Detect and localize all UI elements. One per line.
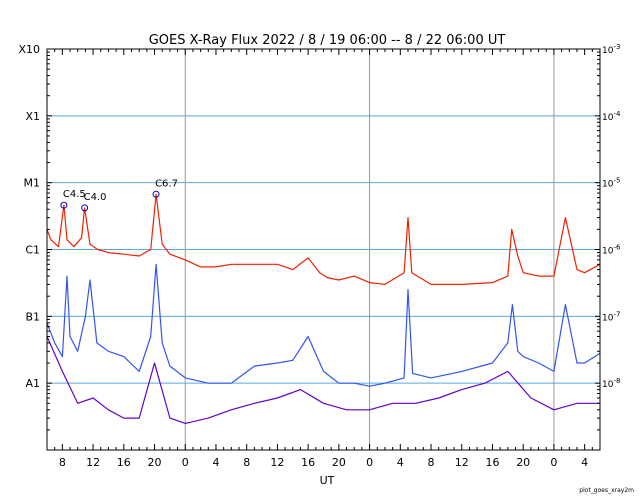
flare-annotation: C4.5 <box>63 189 86 200</box>
peak-marker <box>60 201 68 209</box>
x-tick-label: 12 <box>270 456 284 469</box>
flare-annotation: C6.7 <box>155 178 178 189</box>
series-line-2 <box>46 263 601 387</box>
flare-class-label: B1 <box>25 310 40 323</box>
grid-lines <box>47 49 600 450</box>
x-tick-label: 16 <box>485 456 499 469</box>
x-tick-label: 16 <box>117 456 131 469</box>
x-tick-label: 8 <box>59 456 66 469</box>
peak-marker <box>152 190 160 198</box>
flare-class-label: A1 <box>25 377 40 390</box>
x-tick-label: 4 <box>581 456 588 469</box>
y-tick-label-right: 10-6 <box>602 244 621 257</box>
x-tick-label: 20 <box>148 456 162 469</box>
x-tick-label: 8 <box>428 456 435 469</box>
flare-class-label: X1 <box>25 110 40 123</box>
x-tick-label: 16 <box>301 456 315 469</box>
x-tick-label: 8 <box>243 456 250 469</box>
y-tick-label-right: 10-7 <box>602 310 620 323</box>
flare-class-label: C1 <box>25 244 40 257</box>
x-tick-label: 20 <box>332 456 346 469</box>
x-tick-label: 20 <box>516 456 530 469</box>
flare-class-label: M1 <box>24 177 41 190</box>
flare-class-label: X10 <box>18 43 40 56</box>
x-tick-label: 0 <box>366 456 373 469</box>
x-tick-label: 0 <box>182 456 189 469</box>
y-tick-label-right: 10-4 <box>602 110 621 123</box>
x-axis-label: UT <box>320 474 335 487</box>
y-tick-label-right: 10-3 <box>602 43 620 56</box>
series-line-1 <box>46 193 601 285</box>
plot-credit: plot_goes_xray2m <box>579 487 634 494</box>
y-tick-label-right: 10-5 <box>602 177 620 190</box>
x-tick-label: 4 <box>212 456 219 469</box>
series-line-3 <box>46 336 600 424</box>
series-group <box>46 193 601 424</box>
x-tick-label: 12 <box>455 456 469 469</box>
axis-ticks: 10-3 10-4 10-5 10-6 10-7 10-8 X10 X1 M1 C1 B1 A1 8 12… <box>18 43 621 469</box>
peak-markers: C4.5C4.0 C6.7 <box>60 178 178 212</box>
y-tick-label-right: 10-8 <box>602 377 620 390</box>
x-tick-label: 12 <box>86 456 100 469</box>
x-tick-label: 4 <box>397 456 404 469</box>
peak-marker <box>81 204 89 212</box>
chart-title: GOES X-Ray Flux 2022 / 8 / 19 06:00 -- 8… <box>149 33 506 48</box>
x-tick-label: 0 <box>550 456 557 469</box>
flare-annotation: C4.0 <box>84 192 107 203</box>
